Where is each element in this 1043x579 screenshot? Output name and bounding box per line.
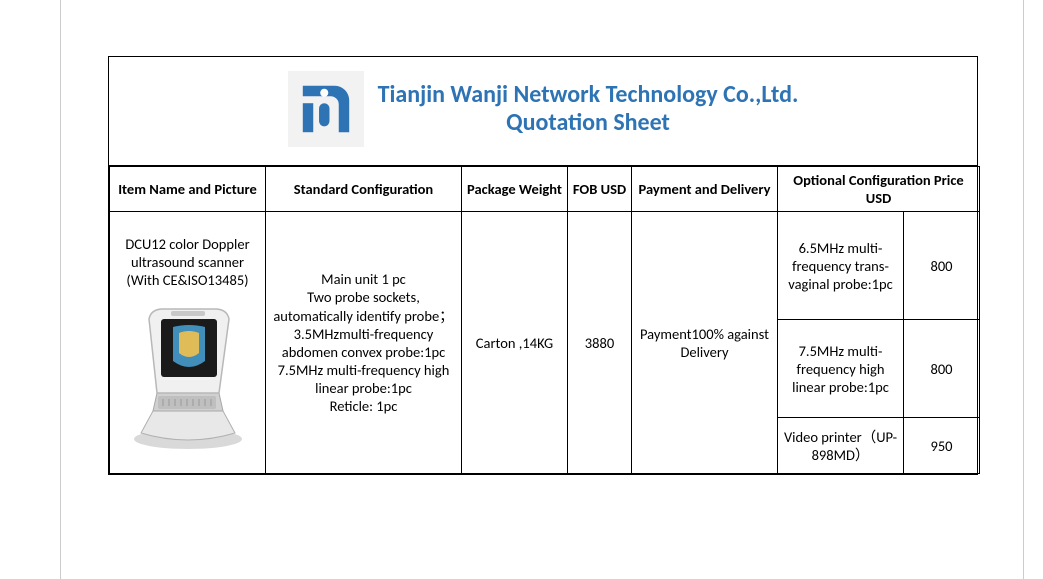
product-image xyxy=(123,301,253,451)
cell-option-label: 7.5MHz multi-frequency high linear probe… xyxy=(778,320,904,418)
col-pay: Payment and Delivery xyxy=(632,167,778,212)
cell-payment: Payment100% against Delivery xyxy=(632,212,778,474)
cell-option-label: 6.5MHz multi-frequency trans-vaginal pro… xyxy=(778,212,904,320)
col-fob: FOB USD xyxy=(568,167,632,212)
col-item: Item Name and Picture xyxy=(110,167,266,212)
table-row: DCU12 color Doppler ultrasound scanner (… xyxy=(110,212,980,320)
col-optional: Optional Configuration Price USD xyxy=(778,167,980,212)
cell-item: DCU12 color Doppler ultrasound scanner (… xyxy=(110,212,266,474)
company-name: Tianjin Wanji Network Technology Co.,Ltd… xyxy=(378,82,799,108)
cell-config: Main unit 1 pc Two probe sockets, automa… xyxy=(266,212,462,474)
cell-option-label: Video printer（UP-898MD） xyxy=(778,418,904,474)
col-weight: Package Weight xyxy=(462,167,568,212)
quotation-sheet: Tianjin Wanji Network Technology Co.,Ltd… xyxy=(108,56,978,475)
col-config: Standard Configuration xyxy=(266,167,462,212)
sheet-subtitle: Quotation Sheet xyxy=(506,110,670,136)
quotation-table: Item Name and Picture Standard Configura… xyxy=(109,166,980,474)
cell-weight: Carton ,14KG xyxy=(462,212,568,474)
table-header-row: Item Name and Picture Standard Configura… xyxy=(110,167,980,212)
cell-option-price: 800 xyxy=(904,212,980,320)
item-name-text: DCU12 color Doppler ultrasound scanner (… xyxy=(114,235,261,295)
sheet-header: Tianjin Wanji Network Technology Co.,Ltd… xyxy=(109,57,977,166)
cell-fob: 3880 xyxy=(568,212,632,474)
cell-option-price: 800 xyxy=(904,320,980,418)
title-block: Tianjin Wanji Network Technology Co.,Ltd… xyxy=(378,82,799,137)
company-logo xyxy=(288,71,364,147)
cell-option-price: 950 xyxy=(904,418,980,474)
